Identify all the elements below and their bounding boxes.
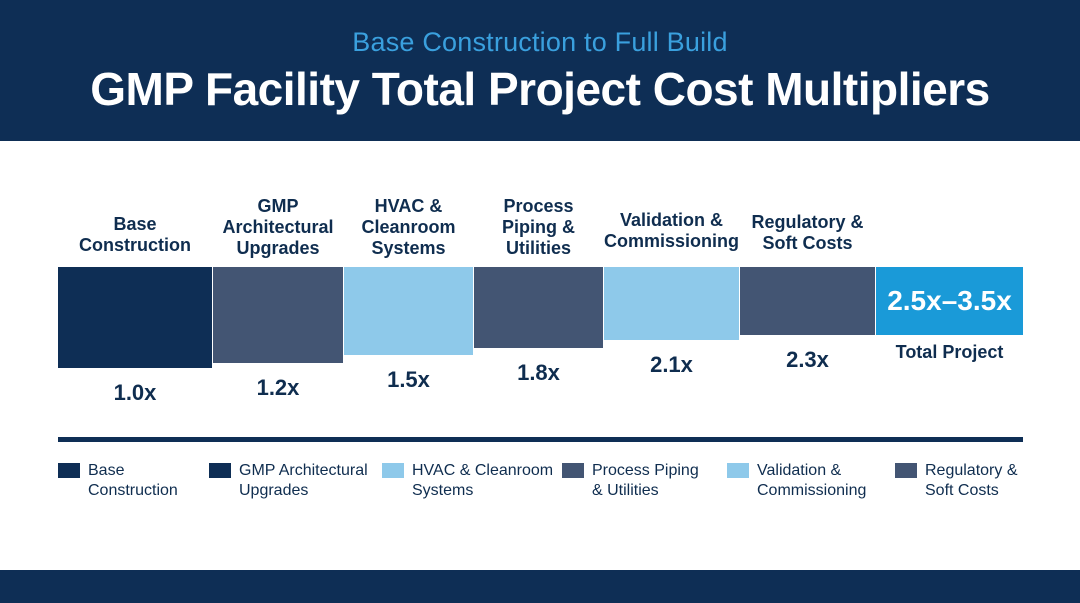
legend-label-line: Process Piping: [592, 462, 699, 479]
legend-label-line: & Utilities: [592, 482, 659, 499]
bar-4: [474, 267, 603, 348]
legend-swatch: [58, 463, 80, 478]
category-label-2: GMP Architectural Upgrades: [209, 196, 347, 259]
legend-label: Base Construction: [88, 461, 178, 501]
bar-value-label-6: 2.3x: [786, 347, 829, 372]
total-project-box: 2.5x–3.5x: [876, 267, 1023, 335]
bar-value-label-5: 2.1x: [650, 352, 693, 378]
category-label-line: HVAC &: [374, 196, 443, 216]
category-label-line: Validation &: [619, 210, 724, 230]
category-label-line: Regulatory &: [751, 212, 864, 232]
legend-divider: [58, 437, 1023, 442]
legend-label-line: Systems: [412, 482, 474, 499]
legend-label: Validation & Commissioning: [757, 461, 866, 501]
legend-label-line: Construction: [88, 482, 178, 499]
category-label-line: Piping &: [502, 217, 575, 237]
legend-swatch: [562, 463, 584, 478]
bar-2: [213, 267, 343, 363]
category-label-line: GMP: [257, 196, 299, 216]
bar-1: [58, 267, 212, 368]
legend-label-line: Regulatory &: [925, 462, 1018, 479]
category-label-line: Cleanroom: [361, 217, 456, 237]
bar-value-label-1: 1.0x: [113, 380, 157, 405]
bar-value-label-4: 1.8x: [517, 359, 560, 385]
total-project-value: 2.5x–3.5x: [887, 285, 1012, 316]
category-label-line: Commissioning: [603, 231, 739, 251]
header-banner: Base Construction to Full Build GMP Faci…: [0, 0, 1080, 141]
legend-label: HVAC & Cleanroom Systems: [412, 461, 553, 501]
bar-3: [344, 267, 473, 356]
legend-swatch: [382, 463, 404, 478]
chart-title: GMP Facility Total Project Cost Multipli…: [90, 63, 990, 115]
legend-swatch: [209, 463, 231, 478]
category-label-line: Process: [503, 196, 574, 216]
bar-5: [604, 267, 739, 341]
category-label-5: Validation & Commissioning: [600, 210, 743, 252]
category-label-line: Construction: [79, 235, 191, 255]
category-label-line: Upgrades: [236, 238, 320, 258]
legend-label-line: Upgrades: [239, 482, 309, 499]
bar-value-label-3: 1.5x: [387, 367, 430, 393]
legend-swatch: [895, 463, 917, 478]
category-label-line: Utilities: [505, 238, 571, 258]
category-label-line: Soft Costs: [762, 233, 853, 253]
legend-label-line: Base: [88, 462, 125, 479]
legend-label: GMP Architectural Upgrades: [239, 461, 368, 501]
chart-subtitle: Base Construction to Full Build: [352, 27, 728, 57]
footer-banner: [0, 570, 1080, 603]
legend-label-line: Commissioning: [757, 482, 867, 499]
bar-value-label-2: 1.2x: [256, 374, 300, 400]
category-label-line: Base: [113, 214, 157, 234]
bar-6: [740, 267, 875, 335]
category-label-1: Base Construction: [54, 214, 216, 256]
legend-label-line: GMP Architectural: [239, 462, 368, 479]
total-project-label: Total Project: [895, 342, 1004, 362]
legend-label: Process Piping & Utilities: [592, 461, 699, 501]
category-label-4: Process Piping & Utilities: [470, 196, 607, 259]
category-label-6: Regulatory & Soft Costs: [736, 212, 879, 254]
category-label-3: HVAC & Cleanroom Systems: [340, 196, 477, 259]
legend-label-line: Soft Costs: [925, 482, 999, 499]
category-label-line: Architectural: [222, 217, 334, 237]
legend-label-line: HVAC & Cleanroom: [412, 462, 554, 479]
legend-label: Regulatory & Soft Costs: [925, 461, 1018, 501]
legend-swatch: [727, 463, 749, 478]
legend-label-line: Validation &: [757, 462, 842, 479]
category-label-line: Systems: [371, 238, 446, 258]
